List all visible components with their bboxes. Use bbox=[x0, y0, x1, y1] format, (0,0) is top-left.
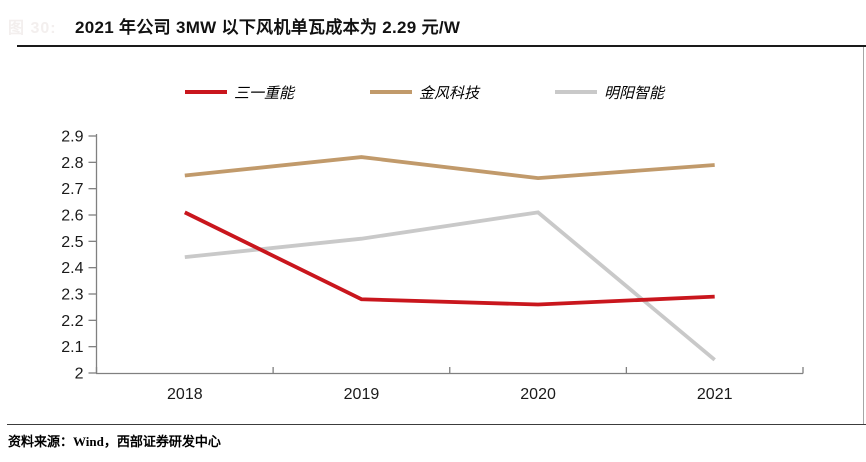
svg-text:2.6: 2.6 bbox=[61, 208, 83, 225]
svg-text:2: 2 bbox=[75, 366, 84, 383]
line-chart: 2 2.1 2.2 2.3 2.4 2.5 2.6 2.7 2.8 2.9 2018 2019 2020… bbox=[0, 108, 866, 418]
legend-line-swatch-gray bbox=[555, 90, 597, 94]
svg-text:2.4: 2.4 bbox=[61, 260, 83, 277]
svg-text:2.2: 2.2 bbox=[61, 313, 83, 330]
title-divider bbox=[17, 45, 866, 47]
svg-text:2.7: 2.7 bbox=[61, 181, 83, 198]
svg-text:2.8: 2.8 bbox=[61, 155, 83, 172]
legend-item-goldwind: 金风科技 bbox=[370, 82, 479, 102]
svg-text:2019: 2019 bbox=[344, 386, 380, 403]
figure-right-border bbox=[863, 47, 864, 424]
svg-text:2021: 2021 bbox=[697, 386, 733, 403]
source-attribution: 资料来源：Wind，西部证券研发中心 bbox=[8, 434, 221, 449]
legend-label: 三一重能 bbox=[234, 85, 295, 102]
svg-text:2020: 2020 bbox=[520, 386, 556, 403]
svg-text:2.9: 2.9 bbox=[61, 129, 83, 146]
svg-text:2.3: 2.3 bbox=[61, 287, 83, 304]
legend-label: 金风科技 bbox=[419, 85, 480, 102]
chart-svg: 2 2.1 2.2 2.3 2.4 2.5 2.6 2.7 2.8 2.9 2018 2019 2020… bbox=[61, 129, 804, 403]
svg-text:2.1: 2.1 bbox=[61, 339, 83, 356]
legend-item-sany: 三一重能 bbox=[185, 82, 294, 102]
legend-line-swatch-red bbox=[185, 90, 227, 94]
source-divider bbox=[7, 424, 866, 425]
chart-title: 2021 年公司 3MW 以下风机单瓦成本为 2.29 元/W bbox=[75, 18, 461, 37]
legend-line-swatch-tan bbox=[370, 90, 412, 94]
legend-label: 明阳智能 bbox=[604, 85, 665, 102]
faint-figure-number: 图 30: bbox=[8, 20, 57, 37]
svg-text:2.5: 2.5 bbox=[61, 234, 83, 251]
legend-item-mingyang: 明阳智能 bbox=[555, 82, 664, 102]
svg-text:2018: 2018 bbox=[167, 386, 203, 403]
